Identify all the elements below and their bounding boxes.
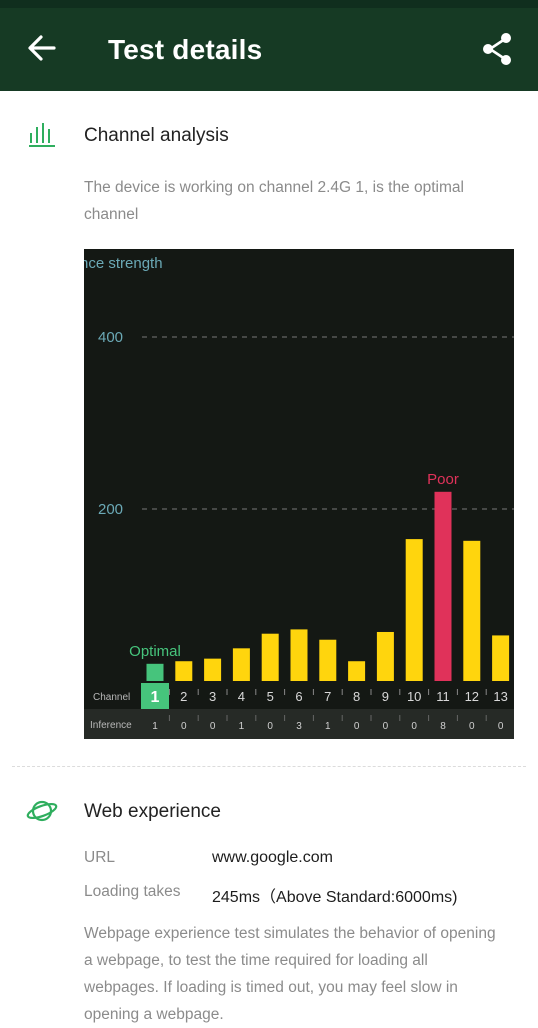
inference-value-9: 0 bbox=[383, 721, 389, 732]
bar-channel-8 bbox=[348, 661, 366, 681]
arrow-left-icon[interactable] bbox=[26, 32, 58, 64]
channel-interference-chart: nce strength 400 200 Channel Inference 1 1 Opti… bbox=[84, 249, 514, 739]
bar-channel-10 bbox=[405, 539, 423, 681]
inference-value-8: 0 bbox=[354, 721, 360, 732]
bar-channel-11 bbox=[434, 491, 452, 681]
channel-label-1: 1 bbox=[151, 689, 160, 706]
section-title-web-experience: Web experience bbox=[84, 801, 221, 822]
channel-label-9: 9 bbox=[382, 689, 389, 704]
channel-label-11: 11 bbox=[436, 689, 450, 704]
channel-label-5: 5 bbox=[267, 689, 274, 704]
loading-label: Loading takes bbox=[84, 883, 181, 900]
bar-channel-5 bbox=[261, 633, 279, 681]
inference-value-12: 0 bbox=[469, 721, 475, 732]
channel-label-2: 2 bbox=[180, 689, 187, 704]
channel-label-3: 3 bbox=[209, 689, 216, 704]
bar-signal-icon bbox=[29, 123, 57, 152]
channel-description: The device is working on channel 2.4G 1,… bbox=[84, 179, 464, 223]
planet-icon bbox=[26, 797, 58, 830]
chart-canvas: nce strength400200ChannelInference11Opti… bbox=[84, 255, 514, 739]
channel-label-4: 4 bbox=[238, 689, 245, 704]
channel-label-13: 13 bbox=[493, 689, 507, 704]
page-title: Test details bbox=[108, 34, 263, 65]
channel-label-10: 10 bbox=[407, 689, 421, 704]
inference-value-13: 0 bbox=[498, 721, 504, 732]
bar-channel-1 bbox=[146, 663, 164, 681]
inference-row-bg bbox=[84, 709, 514, 739]
web-experience-description: Webpage experience test simulates the be… bbox=[84, 925, 496, 1023]
bar-channel-12 bbox=[463, 540, 481, 681]
loading-value: 245ms（Above Standard:6000ms) bbox=[212, 889, 458, 906]
status-bar bbox=[0, 0, 538, 8]
poor-annotation: Poor bbox=[427, 471, 459, 488]
bar-channel-2 bbox=[175, 661, 193, 681]
url-value: www.google.com bbox=[212, 849, 333, 866]
bar-channel-4 bbox=[232, 648, 250, 681]
inference-value-7: 1 bbox=[325, 721, 331, 732]
inference-row-label: Inference bbox=[90, 720, 132, 731]
bar-channel-3 bbox=[204, 658, 222, 681]
inference-value-5: 0 bbox=[267, 721, 273, 732]
bar-channel-13 bbox=[492, 635, 510, 681]
inference-value-3: 0 bbox=[210, 721, 216, 732]
optimal-annotation: Optimal bbox=[129, 643, 181, 660]
inference-value-10: 0 bbox=[411, 721, 417, 732]
inference-value-11: 8 bbox=[440, 721, 446, 732]
channel-label-8: 8 bbox=[353, 689, 360, 704]
y-tick-label: 400 bbox=[98, 329, 123, 346]
channel-label-7: 7 bbox=[324, 689, 331, 704]
section-title-channel-analysis: Channel analysis bbox=[84, 125, 229, 146]
url-label: URL bbox=[84, 849, 116, 866]
inference-value-2: 0 bbox=[181, 721, 187, 732]
y-tick-label: 200 bbox=[98, 501, 123, 518]
section-divider bbox=[12, 766, 526, 767]
y-axis-label: nce strength bbox=[84, 255, 163, 272]
channel-row-label: Channel bbox=[93, 692, 130, 703]
bar-channel-7 bbox=[319, 639, 337, 681]
app-bar: Test details bbox=[0, 8, 538, 91]
inference-value-6: 3 bbox=[296, 721, 302, 732]
bar-channel-9 bbox=[376, 631, 394, 681]
channel-label-12: 12 bbox=[465, 689, 479, 704]
optimal-channel-highlight bbox=[141, 683, 169, 709]
share-icon[interactable] bbox=[478, 30, 516, 68]
bar-channel-6 bbox=[290, 629, 308, 681]
channel-label-6: 6 bbox=[295, 689, 302, 704]
inference-value-4: 1 bbox=[239, 721, 245, 732]
inference-value-1: 1 bbox=[152, 721, 158, 732]
